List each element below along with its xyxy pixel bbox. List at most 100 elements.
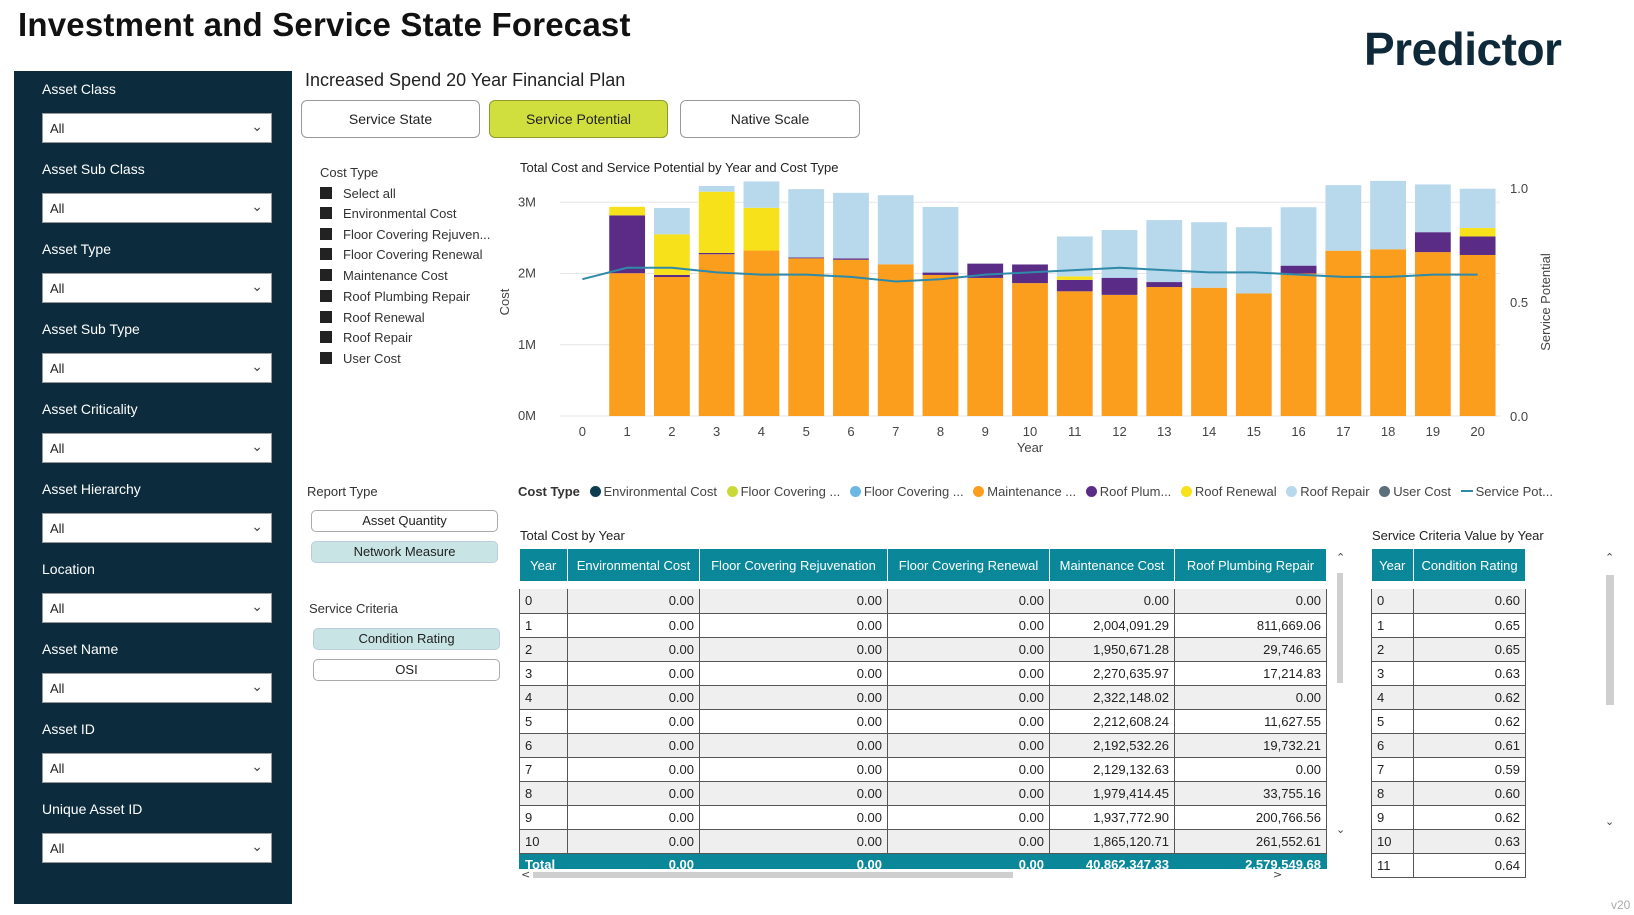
asset-criticality-dropdown[interactable]: All ⌄ <box>42 433 272 463</box>
table-row[interactable]: 8 0.60 <box>1371 781 1526 806</box>
column-header[interactable]: Year <box>1371 549 1414 581</box>
table-cell: 0.00 <box>887 637 1050 662</box>
bar-segment <box>877 195 914 265</box>
asset-type-dropdown[interactable]: All ⌄ <box>42 273 272 303</box>
report-type-network-measure[interactable]: Network Measure <box>311 541 498 563</box>
table-row[interactable]: 2 0.00 0.00 0.00 1,950,671.28 29,746.65 <box>519 637 1327 662</box>
table-row[interactable]: 10 0.00 0.00 0.00 1,865,120.71 261,552.61 <box>519 829 1327 854</box>
checkbox-icon <box>320 207 332 219</box>
legend-item[interactable]: Roof Repair <box>1286 484 1370 499</box>
asset-sub-type-dropdown[interactable]: All ⌄ <box>42 353 272 383</box>
column-header[interactable]: Maintenance Cost <box>1049 549 1175 581</box>
x-tick-label: 8 <box>937 424 944 439</box>
filter-label: Unique Asset ID <box>42 801 143 817</box>
cost-type-option[interactable]: User Cost <box>320 351 401 369</box>
legend-item[interactable]: Maintenance ... <box>973 484 1076 499</box>
column-header[interactable]: Floor Covering Renewal <box>887 549 1050 581</box>
location-dropdown[interactable]: All ⌄ <box>42 593 272 623</box>
asset-id-dropdown[interactable]: All ⌄ <box>42 753 272 783</box>
table-cell: 9 <box>1371 805 1414 830</box>
dropdown-value: All <box>50 361 65 376</box>
table-row[interactable]: 1 0.00 0.00 0.00 2,004,091.29 811,669.06 <box>519 613 1327 638</box>
bar-segment <box>1459 254 1496 416</box>
report-type-asset-quantity[interactable]: Asset Quantity <box>311 510 498 532</box>
table-row[interactable]: 4 0.62 <box>1371 685 1526 710</box>
bar-segment <box>1280 273 1317 416</box>
legend-item[interactable]: Service Pot... <box>1460 484 1553 499</box>
column-header[interactable]: Environmental Cost <box>567 549 700 581</box>
x-tick-label: 14 <box>1202 424 1216 439</box>
table-row[interactable]: 0 0.60 <box>1371 589 1526 614</box>
legend-item[interactable]: User Cost <box>1379 484 1451 499</box>
column-header[interactable]: Year <box>519 549 568 581</box>
table-row[interactable]: 7 0.59 <box>1371 757 1526 782</box>
table-cell: 0.00 <box>699 709 888 734</box>
asset-name-dropdown[interactable]: All ⌄ <box>42 673 272 703</box>
criteria-condition-rating[interactable]: Condition Rating <box>313 628 500 650</box>
bar-segment <box>1191 222 1227 288</box>
table-row[interactable]: 8 0.00 0.00 0.00 1,979,414.45 33,755.16 <box>519 781 1327 806</box>
column-header[interactable]: Condition Rating <box>1413 549 1526 581</box>
x-tick-label: 0 <box>579 424 586 439</box>
cost-type-option[interactable]: Roof Repair <box>320 330 412 348</box>
table-cell: 0.62 <box>1413 805 1526 830</box>
asset-hierarchy-dropdown[interactable]: All ⌄ <box>42 513 272 543</box>
criteria-table-vertical-scrollbar[interactable]: ⌃ ⌄ <box>1603 549 1615 869</box>
column-header[interactable]: Floor Covering Rejuvenation <box>699 549 888 581</box>
table-row[interactable]: 1 0.65 <box>1371 613 1526 638</box>
filter-unique-asset-id: Unique Asset ID All ⌄ <box>42 801 272 863</box>
tab-service-state[interactable]: Service State <box>301 100 480 138</box>
cost-type-option[interactable]: Roof Renewal <box>320 310 425 328</box>
tab-native-scale[interactable]: Native Scale <box>680 100 860 138</box>
x-tick-label: 11 <box>1068 424 1082 439</box>
cost-table-horizontal-scrollbar[interactable]: < > <box>519 869 1334 881</box>
bar-segment <box>1459 188 1496 228</box>
filter-asset-hierarchy: Asset Hierarchy All ⌄ <box>42 481 272 543</box>
asset-class-dropdown[interactable]: All ⌄ <box>42 113 272 143</box>
table-row[interactable]: 0 0.00 0.00 0.00 0.00 0.00 <box>519 589 1327 614</box>
table-row[interactable]: 4 0.00 0.00 0.00 2,322,148.02 0.00 <box>519 685 1327 710</box>
table-row[interactable]: 6 0.61 <box>1371 733 1526 758</box>
legend-item[interactable]: Floor Covering ... <box>726 484 840 499</box>
unique-asset-id-dropdown[interactable]: All ⌄ <box>42 833 272 863</box>
cost-type-option[interactable]: Select all <box>320 186 396 204</box>
chevron-down-icon: ⌄ <box>251 518 263 534</box>
bar-segment <box>1191 287 1227 416</box>
y-tick-label: 2M <box>518 266 536 281</box>
version-label: v20 <box>1611 898 1631 912</box>
bar-segment <box>1459 236 1496 255</box>
table-row[interactable]: 10 0.63 <box>1371 829 1526 854</box>
chevron-down-icon: ⌄ <box>251 198 263 214</box>
column-header[interactable]: Roof Plumbing Repair <box>1174 549 1327 581</box>
cost-type-option[interactable]: Roof Plumbing Repair <box>320 289 470 307</box>
cost-type-option[interactable]: Floor Covering Rejuven... <box>320 227 490 245</box>
table-row[interactable]: 9 0.62 <box>1371 805 1526 830</box>
legend-item[interactable]: Floor Covering ... <box>849 484 964 499</box>
tab-service-potential[interactable]: Service Potential <box>489 100 668 138</box>
table-row[interactable]: 3 0.00 0.00 0.00 2,270,635.97 17,214.83 <box>519 661 1327 686</box>
table-row[interactable]: 3 0.63 <box>1371 661 1526 686</box>
y2-tick-label: 0.0 <box>1510 409 1528 424</box>
table-row[interactable]: 9 0.00 0.00 0.00 1,937,772.90 200,766.56 <box>519 805 1327 830</box>
dropdown-value: All <box>50 681 65 696</box>
table-row[interactable]: 5 0.62 <box>1371 709 1526 734</box>
asset-sub-class-dropdown[interactable]: All ⌄ <box>42 193 272 223</box>
table-cell: 0.00 <box>699 637 888 662</box>
option-label: Select all <box>343 186 396 201</box>
table-row[interactable]: 6 0.00 0.00 0.00 2,192,532.26 19,732.21 <box>519 733 1327 758</box>
cost-type-option[interactable]: Floor Covering Renewal <box>320 247 482 265</box>
legend-item[interactable]: Roof Renewal <box>1180 484 1277 499</box>
cost-type-option[interactable]: Maintenance Cost <box>320 268 448 286</box>
table-row[interactable]: 7 0.00 0.00 0.00 2,129,132.63 0.00 <box>519 757 1327 782</box>
bar-segment <box>788 257 825 259</box>
table-row[interactable]: 11 0.64 <box>1371 853 1526 878</box>
table-row[interactable]: 2 0.65 <box>1371 637 1526 662</box>
cost-type-option[interactable]: Environmental Cost <box>320 206 456 224</box>
legend-item[interactable]: Environmental Cost <box>589 484 717 499</box>
bar-segment <box>1056 279 1093 292</box>
cost-table-vertical-scrollbar[interactable]: ⌃ ⌄ <box>1334 549 1346 869</box>
criteria-osi[interactable]: OSI <box>313 659 500 681</box>
legend-item[interactable]: Roof Plum... <box>1085 484 1171 499</box>
table-row[interactable]: 5 0.00 0.00 0.00 2,212,608.24 11,627.55 <box>519 709 1327 734</box>
